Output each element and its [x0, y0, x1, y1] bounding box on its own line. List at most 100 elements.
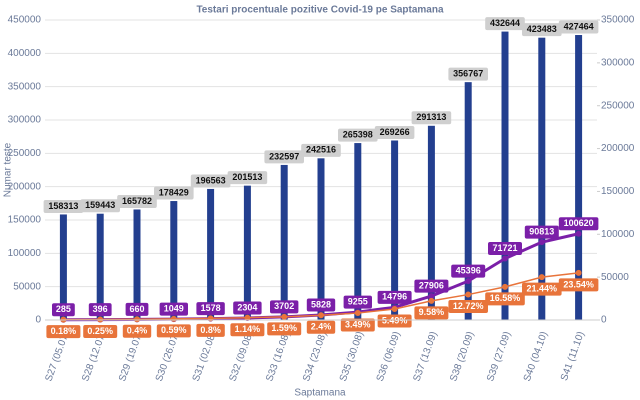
bar-label: 432644	[490, 18, 520, 28]
bar	[243, 185, 251, 320]
line-label: 71721	[492, 243, 517, 253]
bar-label-box	[448, 67, 488, 81]
bar	[427, 125, 435, 320]
line-label: 90813	[529, 227, 554, 237]
point	[170, 315, 177, 322]
line-label: 45396	[456, 265, 481, 275]
bar	[317, 158, 325, 320]
y2-tick-label: 300000	[601, 57, 635, 68]
bar	[575, 35, 583, 321]
x-tick-label: S41 (11.10)	[559, 330, 587, 382]
y-tick-label: 250000	[8, 148, 42, 159]
pct-label-box	[122, 324, 152, 338]
line-label-box	[524, 225, 559, 239]
x-axis-title: Saptamana	[294, 388, 346, 399]
pct-label: 1.14%	[235, 324, 261, 334]
pct-label-box	[83, 325, 118, 338]
point	[465, 291, 472, 298]
y-tick-label: 300000	[8, 115, 42, 126]
pct-label-box	[522, 282, 562, 296]
y2-tick-label: 150000	[601, 186, 635, 197]
point	[538, 239, 545, 246]
point	[502, 283, 508, 290]
pct-label-box	[306, 320, 336, 334]
pct-label-box	[448, 300, 488, 314]
y2-tick-label: 250000	[601, 100, 635, 111]
pct-label-box	[414, 306, 449, 320]
point	[465, 278, 472, 285]
x-tick-label: S38 (20.09)	[448, 330, 476, 383]
x-tick-label: S36 (06.09)	[375, 330, 403, 383]
y2-tick-label: 200000	[601, 143, 635, 154]
bar-label-box	[154, 186, 194, 200]
y-tick-label: 50000	[13, 281, 41, 292]
point	[428, 293, 435, 300]
pct-label: 9.58%	[419, 307, 445, 317]
point	[538, 274, 545, 281]
bar-label-box	[301, 143, 341, 157]
bar-label-box	[264, 150, 304, 164]
x-tick-label: S37 (13.09)	[411, 330, 439, 383]
line-label: 660	[129, 304, 144, 314]
bar	[207, 188, 215, 320]
pct-label: 12.72%	[453, 301, 484, 311]
y2-tick-label: 350000	[601, 15, 635, 26]
bar-label: 158313	[48, 201, 78, 211]
bar-label-box	[227, 171, 268, 185]
line-label-box	[159, 302, 188, 316]
line-label-box	[52, 303, 75, 317]
y2-tick-label: 50000	[601, 272, 629, 283]
bar	[170, 201, 178, 320]
y-tick-label: 150000	[8, 215, 42, 226]
x-tick-label: S39 (27.09)	[485, 330, 513, 383]
y-tick-label: 400000	[8, 48, 42, 59]
bar-label-box	[117, 194, 157, 208]
y2-tick-label: 100000	[601, 229, 635, 240]
pct-label-box	[377, 314, 412, 328]
line-label: 5828	[311, 299, 331, 309]
bar-label: 232597	[269, 151, 299, 161]
line-label-box	[270, 300, 299, 314]
x-tick-label: S30 (26.07)	[154, 330, 182, 383]
bar-label: 427464	[564, 21, 594, 31]
line-label: 1049	[164, 303, 184, 313]
pct-label: 0.25%	[87, 326, 113, 336]
bar-label-box	[190, 174, 231, 188]
line-label: 285	[56, 304, 71, 314]
bar	[391, 140, 399, 320]
x-tick-label: S29 (19.07)	[117, 330, 145, 383]
bar	[354, 143, 362, 320]
pct-label-box	[230, 323, 265, 337]
bar-label-box	[522, 23, 562, 37]
bar-label-box	[411, 111, 452, 125]
bar-label-box	[374, 125, 415, 139]
pct-label-box	[267, 322, 302, 336]
bar	[96, 213, 104, 320]
pct-label: 16.58%	[490, 293, 521, 303]
line-label: 27906	[419, 280, 444, 290]
point	[391, 306, 398, 313]
y2-tick-label: 0	[601, 315, 607, 326]
point	[575, 230, 582, 237]
bar	[464, 82, 472, 320]
x-tick-label: S33 (16.08)	[264, 330, 292, 383]
line-label: 1578	[201, 303, 221, 313]
line-label-box	[88, 303, 112, 317]
line-label: 9255	[348, 296, 368, 306]
bar-label-box	[485, 17, 525, 31]
line-label: 100620	[564, 218, 594, 228]
line-label-box	[233, 301, 262, 315]
bar	[280, 164, 288, 320]
bar	[133, 209, 141, 320]
x-tick-label: S34 (23.08)	[301, 330, 329, 383]
line-label-box	[558, 217, 599, 231]
pct-label: 21.44%	[527, 283, 558, 293]
x-tick-label: S40 (04.10)	[522, 330, 550, 383]
line-label: 3702	[274, 301, 294, 311]
point	[354, 310, 361, 317]
y-tick-label: 100000	[8, 248, 42, 259]
x-tick-label: S28 (12.07)	[80, 330, 108, 383]
line-label: 2304	[237, 302, 257, 312]
bar-label: 265398	[343, 129, 373, 139]
